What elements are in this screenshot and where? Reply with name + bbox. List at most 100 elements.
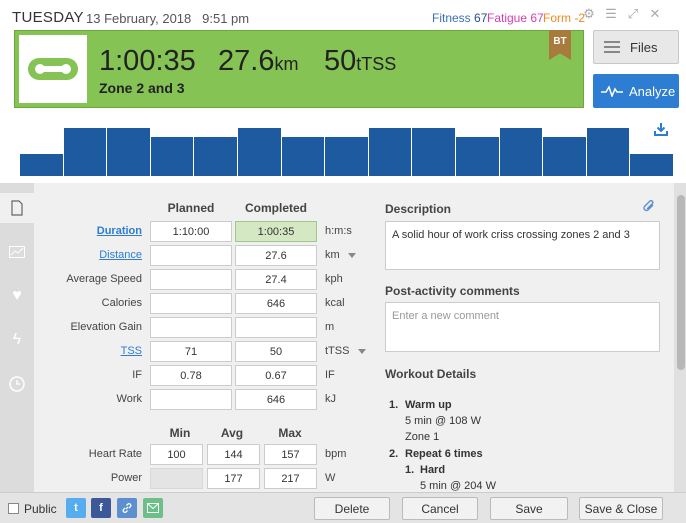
substep-number: 1. [405, 464, 415, 476]
public-label: Public [24, 502, 57, 516]
average-speed-label: Average Speed [66, 273, 142, 285]
duration-completed-field[interactable]: 1:00:35 [235, 221, 317, 242]
avg-header: Avg [220, 426, 244, 440]
comments-title: Post-activity comments [385, 284, 520, 298]
comment-input[interactable]: Enter a new comment [385, 302, 660, 352]
step-number: 2. [389, 448, 399, 460]
if-planned-field[interactable]: 0.78 [150, 365, 232, 386]
cancel-button[interactable]: Cancel [402, 497, 478, 520]
substep-title: Hard [420, 464, 446, 476]
average-speed-completed-field[interactable]: 27.4 [235, 269, 317, 290]
workout-interval-bar [543, 136, 586, 176]
power-min-field[interactable] [150, 468, 203, 489]
workout-interval-bar [456, 136, 499, 176]
workout-structure-chart [20, 128, 673, 176]
document-icon[interactable] [0, 193, 34, 223]
menu-icon[interactable]: ☰ [605, 6, 617, 21]
heart-rate-label: Heart Rate [88, 448, 142, 460]
twitter-icon[interactable]: t [66, 498, 86, 518]
chevron-down-icon[interactable] [358, 349, 366, 354]
chart-icon[interactable] [0, 237, 34, 267]
workout-header: TUESDAY 13 February, 2018 9:51 pm Fitnes… [0, 0, 686, 183]
workout-title: Zone 2 and 3 [99, 80, 185, 96]
files-icon [604, 41, 620, 53]
distance-label[interactable]: Distance [99, 249, 142, 261]
workout-summary-panel: 1:00:35 27.6km 50tTSS Zone 2 and 3 BT [14, 30, 584, 108]
delete-button[interactable]: Delete [314, 497, 390, 520]
workout-interval-bar [150, 136, 194, 176]
step-detail: 5 min @ 108 W [405, 415, 481, 427]
average-speed-planned-field[interactable] [150, 269, 232, 290]
distance-planned-field[interactable] [150, 245, 232, 266]
download-icon[interactable] [654, 122, 668, 136]
save-button[interactable]: Save [490, 497, 568, 520]
average-speed-unit: kph [325, 273, 343, 285]
workout-interval-bar [630, 154, 673, 176]
summary-tss: 50tTSS [324, 45, 397, 77]
workout-date: 13 February, 2018 9:51 pm [86, 11, 250, 26]
fitness-stat: Fitness 67 [432, 11, 488, 25]
distance-unit: km [325, 249, 340, 261]
step-zone: Zone 1 [405, 431, 440, 443]
fatigue-stat: Fatigue 67 [487, 11, 544, 25]
work-planned-field[interactable] [150, 389, 232, 410]
work-label: Work [116, 393, 142, 405]
heart-rate-max-field[interactable]: 157 [264, 444, 317, 465]
calories-unit: kcal [325, 297, 345, 309]
max-header: Max [278, 426, 302, 440]
duration-label[interactable]: Duration [96, 225, 142, 237]
duration-unit: h:m:s [325, 225, 352, 237]
workout-interval-bar [412, 128, 455, 176]
link-icon[interactable] [117, 498, 137, 518]
distance-completed-field[interactable]: 27.6 [235, 245, 317, 266]
facebook-icon[interactable]: f [91, 498, 111, 518]
public-checkbox[interactable] [8, 503, 19, 514]
elevation-gain-completed-field[interactable] [235, 317, 317, 338]
completed-header: Completed [244, 201, 307, 215]
heart-icon[interactable]: ♥ [12, 287, 22, 304]
elevation-gain-planned-field[interactable] [150, 317, 232, 338]
calories-completed-field[interactable]: 646 [235, 293, 317, 314]
workout-interval-bar [499, 128, 543, 176]
calories-label: Calories [101, 297, 142, 309]
expand-icon[interactable]: ⤢ [627, 6, 639, 21]
analyze-button[interactable]: Analyze [593, 74, 679, 108]
gear-icon[interactable]: ⚙ [583, 6, 595, 21]
left-rail: ♥ ϟ [0, 183, 34, 492]
files-button[interactable]: Files [593, 30, 679, 64]
work-completed-field[interactable]: 646 [235, 389, 317, 410]
workout-interval-bar [368, 128, 412, 176]
workout-interval-bar [325, 136, 368, 176]
step-number: 1. [389, 399, 399, 411]
min-header: Min [169, 426, 191, 440]
tss-label[interactable]: TSS [120, 345, 142, 357]
email-icon[interactable] [143, 498, 163, 518]
description-field[interactable]: A solid hour of work criss crossing zone… [385, 221, 660, 270]
save-close-button[interactable]: Save & Close [579, 497, 663, 520]
scrollbar-thumb[interactable] [677, 195, 685, 370]
description-title: Description [385, 202, 452, 216]
heart-rate-min-field[interactable]: 100 [150, 444, 203, 465]
power-avg-field[interactable]: 177 [207, 468, 260, 489]
tss-completed-field[interactable]: 50 [235, 341, 317, 362]
lightning-icon[interactable]: ϟ [12, 331, 22, 348]
duration-planned-field[interactable]: 1:10:00 [150, 221, 232, 242]
summary-duration: 1:00:35 [99, 45, 196, 77]
tss-unit: tTSS [325, 345, 350, 357]
paperclip-icon[interactable] [642, 199, 656, 219]
clock-icon[interactable] [0, 369, 34, 399]
power-max-field[interactable]: 217 [264, 468, 317, 489]
bt-badge: BT [549, 30, 571, 60]
workout-interval-bar [107, 128, 150, 176]
planned-header: Planned [167, 201, 215, 215]
if-completed-field[interactable]: 0.67 [235, 365, 317, 386]
bike-icon [19, 35, 87, 103]
tss-planned-field[interactable]: 71 [150, 341, 232, 362]
close-icon[interactable]: ✕ [649, 6, 661, 21]
workout-interval-bar [586, 128, 630, 176]
calories-planned-field[interactable] [150, 293, 232, 314]
chevron-down-icon[interactable] [348, 253, 356, 258]
power-label: Power [110, 472, 142, 484]
heart-rate-avg-field[interactable]: 144 [207, 444, 260, 465]
workout-interval-bar [63, 128, 107, 176]
